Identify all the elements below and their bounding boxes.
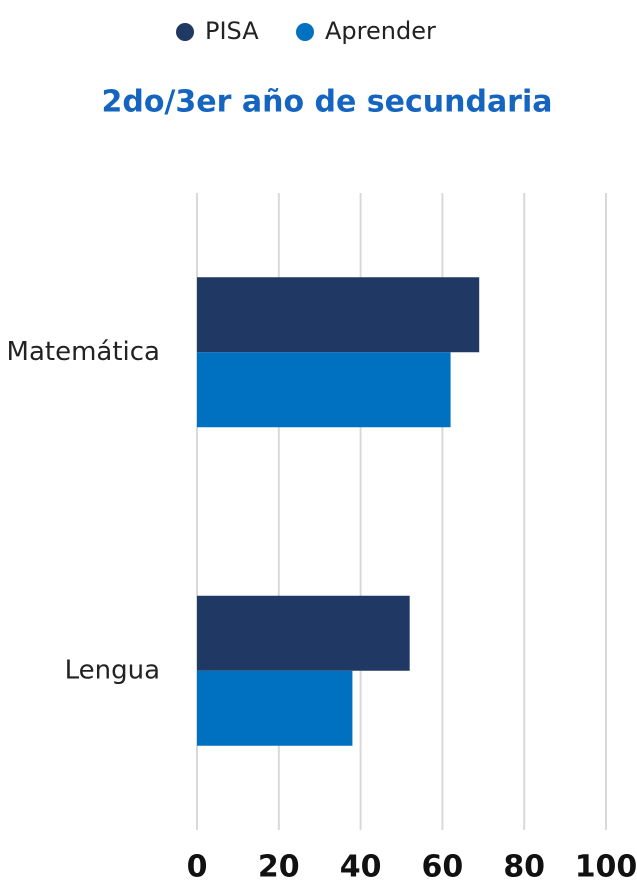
legend-label: Aprender	[325, 17, 436, 45]
x-tick-label: 0	[187, 850, 208, 885]
y-tick-label: Lengua	[65, 655, 160, 685]
x-tick-label: 60	[422, 850, 464, 885]
x-tick-label: 100	[575, 850, 637, 885]
legend-marker	[176, 23, 194, 41]
x-tick-label: 40	[340, 850, 382, 885]
chart-title: 2do/3er año de secundaria	[101, 85, 552, 120]
y-tick-label: Matemática	[7, 337, 160, 367]
bar	[197, 595, 410, 671]
bar	[197, 277, 480, 353]
legend-marker	[296, 23, 314, 41]
legend-label: PISA	[205, 17, 259, 45]
bar	[197, 670, 353, 746]
bar	[197, 352, 451, 428]
x-tick-label: 80	[503, 850, 545, 885]
x-tick-label: 20	[258, 850, 300, 885]
